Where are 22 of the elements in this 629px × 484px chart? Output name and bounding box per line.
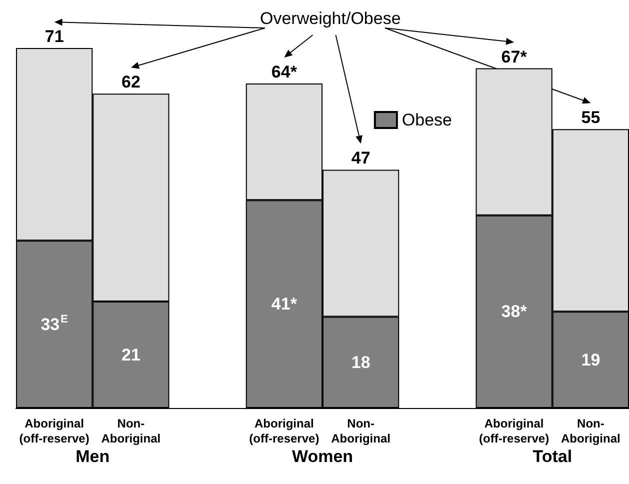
text: Total — [532, 447, 572, 466]
data-label: 38* — [501, 302, 528, 322]
text: Men — [76, 447, 110, 466]
x-tick-label: Aboriginal (off-reserve) — [479, 416, 550, 446]
data-label: 18 — [351, 352, 370, 372]
x-tick-label: Aboriginal (off-reserve) — [19, 416, 90, 446]
data-label: 19 — [581, 350, 600, 370]
x-tick-label: Non- Aboriginal — [561, 416, 620, 446]
total-label: 55 — [581, 108, 600, 128]
x-tick-label: Non- Aboriginal — [331, 416, 390, 446]
data-label: 41* — [271, 294, 298, 314]
total-label: 62 — [121, 72, 140, 92]
total-label: 64* — [271, 62, 298, 82]
text: Overweight/Obese — [260, 9, 401, 28]
x-tick-label: Non- Aboriginal — [101, 416, 161, 446]
total-label: 67* — [501, 47, 528, 66]
data-label: 21 — [121, 345, 140, 364]
x-tick-label: Aboriginal (off-reserve) — [249, 416, 320, 446]
text: Women — [292, 447, 354, 466]
total-label: 47 — [351, 148, 370, 168]
legend-label: Obese — [402, 110, 452, 130]
total-label: 71 — [44, 27, 64, 46]
